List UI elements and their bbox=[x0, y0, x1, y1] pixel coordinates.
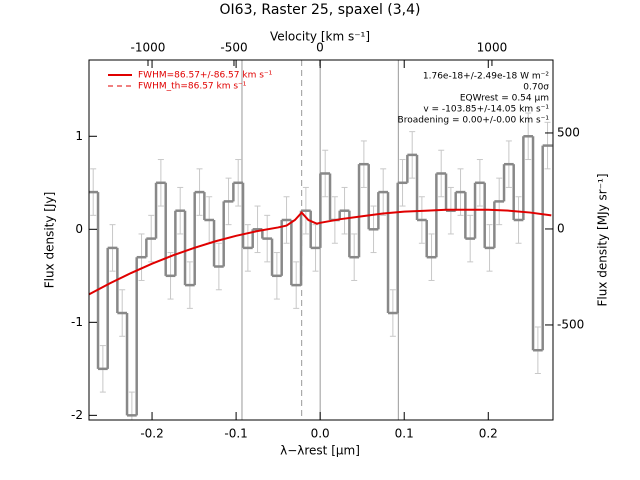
y-tick-label: 0 bbox=[75, 222, 83, 236]
y2-tick-label: -500 bbox=[557, 317, 584, 331]
x-tick-label: 0.2 bbox=[479, 427, 498, 441]
y-tick-label: -2 bbox=[71, 408, 83, 422]
x2-tick-label: -500 bbox=[220, 41, 247, 55]
x-axis-label: λ−λrest [μm] bbox=[280, 444, 360, 458]
annotation: Broadening = 0.00+/-0.00 km s⁻¹ bbox=[398, 116, 550, 126]
y-axis-label: Flux density [Jy] bbox=[43, 192, 57, 289]
x2-tick-label: 0 bbox=[316, 41, 324, 55]
x-tick-label: -0.1 bbox=[224, 427, 247, 441]
chart-title: OI63, Raster 25, spaxel (3,4) bbox=[220, 2, 421, 18]
y2-axis-label: Flux density [MJy sr⁻¹] bbox=[596, 173, 610, 306]
y-tick-label: -1 bbox=[71, 315, 83, 329]
y2-tick-label: 500 bbox=[557, 125, 580, 139]
annotation: 1.76e-18+/-2.49e-18 W m⁻² bbox=[423, 72, 550, 82]
x2-tick-label: 1000 bbox=[477, 41, 508, 55]
fit-line bbox=[89, 208, 552, 296]
x-tick-label: 0.0 bbox=[311, 427, 330, 441]
annotation: EQWrest = 0.54 μm bbox=[460, 94, 549, 104]
legend-label: FWHM_th=86.57 km s⁻¹ bbox=[138, 82, 247, 92]
plot-frame bbox=[88, 59, 554, 421]
x-tick-label: -0.2 bbox=[140, 427, 163, 441]
x2-tick-label: -1000 bbox=[131, 41, 166, 55]
y-tick-label: 1 bbox=[75, 129, 83, 143]
x2-axis-label: Velocity [km s⁻¹] bbox=[270, 30, 370, 44]
plot-area bbox=[89, 60, 553, 420]
y2-tick-label: 0 bbox=[557, 221, 565, 235]
legend-label: FWHM=86.57+/-86.57 km s⁻¹ bbox=[138, 71, 273, 81]
x-tick-label: 0.1 bbox=[395, 427, 414, 441]
annotation: v = -103.85+/-14.05 km s⁻¹ bbox=[423, 105, 549, 115]
axes: -0.2 -0.1 0.0 0.1 0.2 -1000 -500 0 1000 -2 -1 0 1 -50… bbox=[71, 41, 584, 441]
annotation: 0.70σ bbox=[523, 83, 549, 93]
